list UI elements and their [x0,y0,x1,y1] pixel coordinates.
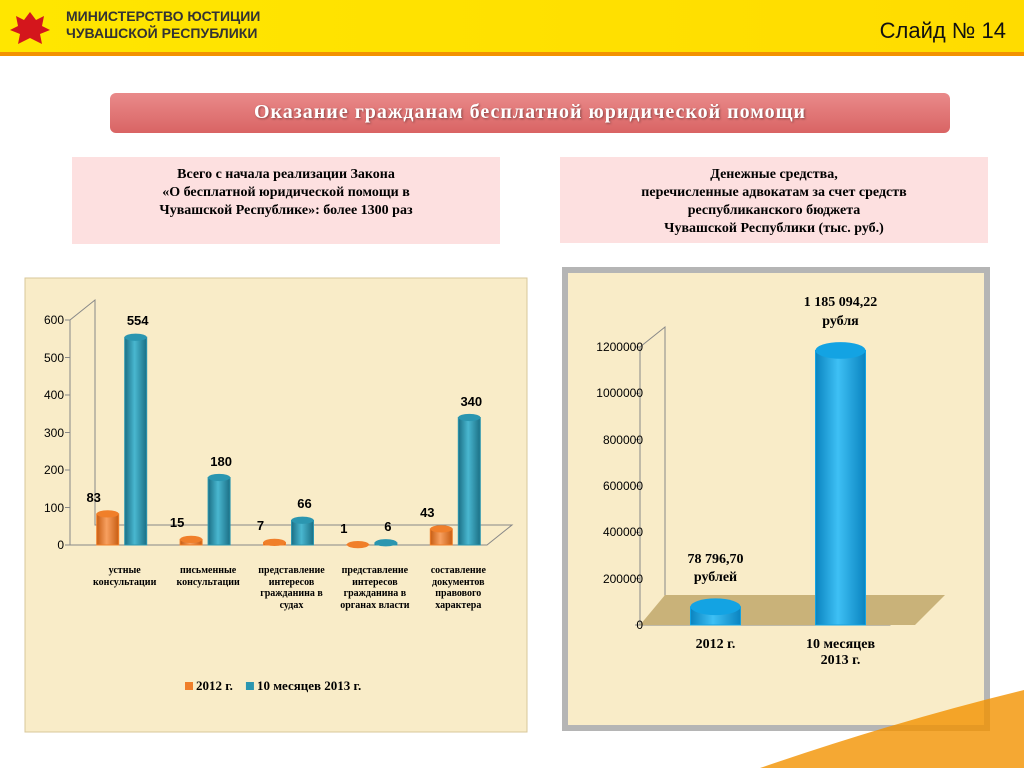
decor-swoosh [760,690,1024,768]
y-tick-label: 1200000 [596,340,643,354]
legend-swatch [245,682,254,690]
y-tick-label: 600 [43,313,64,327]
x-tick-label: письменные консультации [176,565,240,588]
x-tick-label: устные консультации [93,565,157,588]
info-text: Всего с начала реализации Закона «О беспл… [72,166,500,220]
y-tick-label: 600000 [602,479,643,493]
bar [457,417,481,546]
bar [815,349,866,626]
y-tick-label: 1000000 [596,386,643,401]
y-tick-label: 0 [57,538,64,552]
info-box [560,157,988,243]
y-tick-label: 0 [636,618,643,632]
chart-panel [562,267,990,731]
value-label: 1 [340,520,348,536]
bar [291,519,314,546]
value-label: 180 [210,453,232,469]
bar-cap [458,413,481,422]
y-tick-label: 400000 [602,525,643,540]
info-box [72,157,500,244]
bar-cap [374,539,397,547]
y-tick-label: 400 [43,388,64,402]
x-tick-label: составление документов правового характе… [430,565,486,611]
value-label: 43 [420,504,435,520]
slide-title: Оказание гражданам бесплатной юридическо… [253,101,807,123]
title-pill [110,93,950,133]
value-label: 83 [86,489,101,505]
emblem [10,12,50,44]
y-tick-label: 200 [43,463,64,477]
ministry: МИНИСТЕРСТВО ЮСТИЦИИ ЧУВАШСКОЙ РЕСПУБЛИКИ [66,8,260,42]
ministry-line: ЧУВАШСКОЙ РЕСПУБЛИКИ [66,25,258,41]
bar-cap [346,540,369,549]
value-label: 78 796,70 рублей [687,551,744,585]
header-stripe [0,52,1024,56]
ministry-line: МИНИСТЕРСТВО ЮСТИЦИИ [66,8,261,24]
bar-cap [180,535,203,544]
value-label: 340 [460,393,483,409]
legend-label: 2012 г. [196,678,233,693]
info-line: Чувашской Республике»: более 1300 раз [159,203,413,218]
info-line: Денежные средства, [710,167,838,182]
bar-cap [690,598,741,616]
bar-cap [263,538,286,547]
y-tick-label: 100 [43,500,64,515]
floor [640,595,945,625]
value-label: 6 [384,518,392,534]
legend-label: 10 месяцев 2013 г. [256,678,362,693]
y-tick-label: 500 [43,350,64,365]
bar-cap [430,525,453,533]
info-line: «О бесплатной юридической помощи в [162,185,410,200]
slide-number: Слайд № 14 [879,18,1006,43]
value-label: 1 185 094,22 рубля [803,295,878,329]
info-line: республиканского бюджета [687,203,861,218]
y-tick-label: 300 [43,425,64,440]
header-bar [0,0,1024,52]
value-label: 66 [297,496,312,512]
legend-swatch [185,682,193,690]
x-tick-label: 10 месяцев 2013 г. [805,637,876,669]
value-label: 15 [169,515,185,531]
bar [124,336,148,546]
x-tick-label: представление интересов гражданина в орг… [340,565,410,611]
bar-cap [208,473,231,482]
bar-cap [124,333,147,341]
bar-cap [96,510,119,518]
bar [207,477,231,546]
bar-cap [815,342,866,359]
bar-cap [291,516,314,524]
x-tick-label: 2012 г. [695,637,736,652]
y-tick-label: 200000 [602,571,643,586]
info-line: Всего с начала реализации Закона [177,167,395,182]
info-text: Денежные средства, перечисленные адвоката… [560,166,988,238]
value-label: 554 [126,313,149,329]
info-line: Чувашской Республики (тыс. руб.) [664,221,884,236]
x-tick-label: представление интересов гражданина в суд… [258,565,325,611]
info-line: перечисленные адвокатам за счет средств [641,185,907,200]
bar [96,513,120,546]
y-tick-label: 800000 [602,432,643,447]
value-label: 7 [256,518,265,534]
chart-panel [24,277,528,733]
